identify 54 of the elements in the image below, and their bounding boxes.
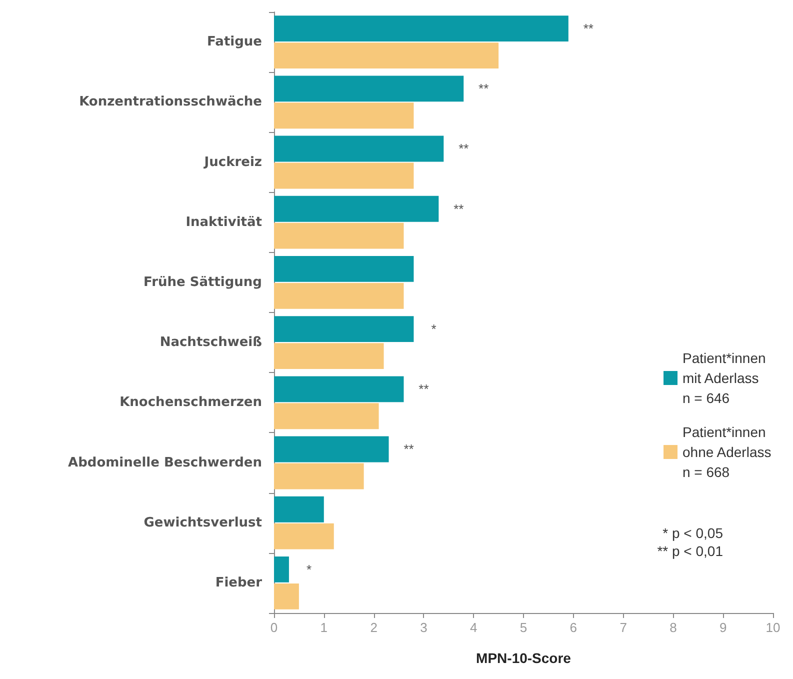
legend-label: Patient*innen ohne Aderlass n = 668 <box>682 424 772 480</box>
bar <box>274 583 299 610</box>
bar <box>274 136 444 162</box>
y-tick-label: Gewichtsverlust <box>144 515 262 530</box>
x-tick-label: 7 <box>620 620 627 635</box>
bar <box>274 16 568 42</box>
x-tick-label: 4 <box>470 620 478 635</box>
x-tick-label: 6 <box>570 620 578 635</box>
annotation: * p < 0,05 <box>662 525 724 541</box>
y-tick-label: Fieber <box>215 575 263 590</box>
bar <box>274 376 404 402</box>
annotation: ** <box>478 81 489 96</box>
bar <box>274 343 384 369</box>
bar <box>274 196 439 222</box>
x-tick-label: 9 <box>719 620 727 635</box>
annotation: ** <box>454 201 464 216</box>
bar <box>274 463 364 490</box>
bar <box>274 316 414 342</box>
x-tick-label: 5 <box>520 620 528 635</box>
bar <box>274 222 404 249</box>
x-tick-label: 8 <box>670 620 677 635</box>
x-tick-label: 10 <box>766 620 780 635</box>
annotation: * <box>306 562 312 577</box>
x-tick-label: 1 <box>320 620 328 635</box>
annotation: ** <box>583 21 594 36</box>
annotation: ** <box>458 141 469 156</box>
x-tick-label: 3 <box>420 620 428 635</box>
bar <box>274 556 289 582</box>
y-tick-label: Fatigue <box>207 34 262 50</box>
y-tick-label: Knochenschmerzen <box>120 395 262 410</box>
x-axis-title: MPN-10-Score <box>476 650 572 666</box>
y-tick-label: Frühe Sättigung <box>144 274 262 290</box>
x-tick-label: 0 <box>270 620 278 635</box>
y-tick-label: Juckreiz <box>203 154 262 170</box>
annotation: ** <box>418 382 429 397</box>
x-tick-label: 2 <box>370 620 378 635</box>
bar <box>274 162 414 189</box>
bar <box>274 496 324 522</box>
bar <box>274 436 389 462</box>
bar <box>274 256 414 282</box>
bar <box>274 76 464 102</box>
annotation: ** p < 0,01 <box>657 543 724 559</box>
bar <box>274 42 499 68</box>
bar <box>274 403 379 430</box>
legend-label: Patient*innen mit Aderlass n = 646 <box>682 350 766 406</box>
y-tick-label: Inaktivität <box>186 214 262 230</box>
y-tick-label: Konzentrationsschwäche <box>79 94 262 110</box>
annotation: ** <box>404 442 414 457</box>
bar <box>274 523 334 550</box>
annotation: * <box>431 322 436 337</box>
bar <box>274 282 404 309</box>
bar <box>274 102 414 129</box>
y-tick-label: Nachtschweiß <box>160 335 262 350</box>
y-tick-label: Abdominelle Beschwerden <box>68 455 262 470</box>
